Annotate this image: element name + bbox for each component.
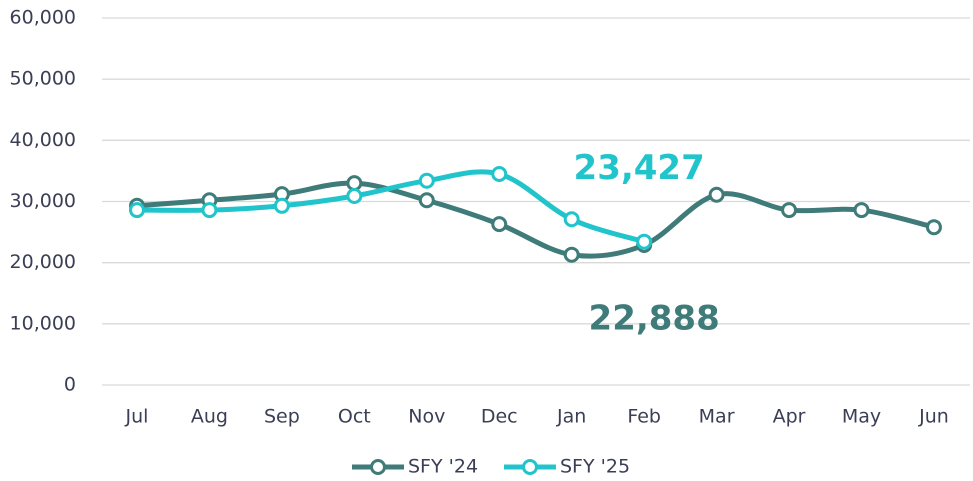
point-marker: [491, 216, 508, 233]
legend-label: SFY '24: [408, 456, 478, 478]
data-label: 22,888: [589, 299, 720, 339]
x-tick-label: Nov: [408, 406, 445, 428]
point-marker: [418, 192, 435, 209]
point-marker: [563, 211, 580, 228]
y-tick-label: 60,000: [10, 7, 76, 29]
point-marker: [853, 202, 870, 219]
point-marker: [273, 197, 290, 214]
x-tick-label: Oct: [338, 406, 371, 428]
point-marker: [636, 233, 653, 250]
y-tick-label: 30,000: [10, 190, 76, 212]
point-marker: [925, 219, 942, 236]
point-marker: [201, 202, 218, 219]
y-tick-label: 10,000: [10, 312, 76, 334]
y-tick-label: 20,000: [10, 251, 76, 273]
x-tick-label: Aug: [191, 406, 228, 428]
legend-label: SFY '25: [560, 456, 630, 478]
point-marker: [346, 175, 363, 192]
point-marker: [129, 202, 145, 219]
point-marker: [781, 202, 798, 219]
series-line: [134, 169, 647, 245]
x-tick-label: Feb: [627, 406, 661, 428]
y-tick-label: 0: [64, 374, 76, 396]
point-marker: [418, 172, 435, 189]
legend-marker: [370, 459, 386, 475]
x-tick-label: Jul: [125, 406, 149, 428]
y-tick-label: 40,000: [10, 129, 76, 151]
point-marker: [563, 246, 580, 263]
point-marker: [708, 186, 725, 203]
y-tick-label: 50,000: [10, 68, 76, 90]
x-tick-label: Jan: [556, 406, 586, 428]
x-tick-label: Jun: [918, 406, 949, 428]
x-tick-label: Sep: [264, 406, 300, 428]
point-marker: [346, 187, 363, 204]
legend-marker: [522, 459, 538, 475]
x-tick-label: Mar: [699, 406, 735, 428]
x-tick-label: May: [842, 406, 881, 428]
x-tick-label: Apr: [773, 406, 806, 428]
x-tick-label: Dec: [481, 406, 518, 428]
data-label: 23,427: [574, 148, 705, 188]
point-marker: [491, 165, 508, 182]
